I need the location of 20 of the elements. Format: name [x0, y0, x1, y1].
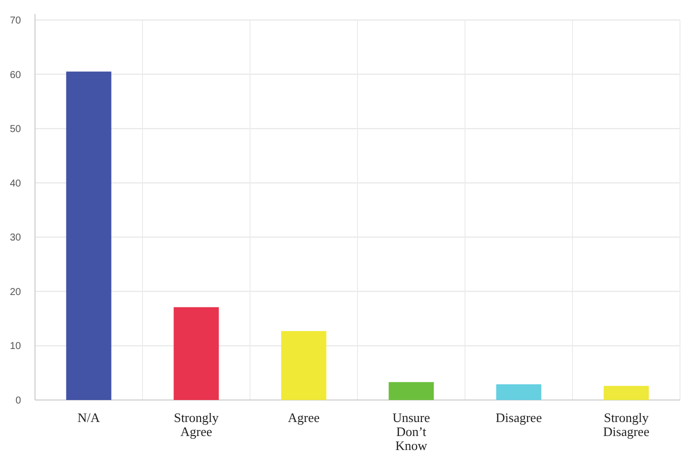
y-tick-label: 0	[15, 396, 22, 406]
y-tick-label: 50	[10, 124, 22, 136]
bar	[281, 331, 326, 400]
y-tick-label: 30	[10, 232, 22, 244]
x-tick-label: Unsure Don’t Know	[392, 410, 430, 453]
bar	[604, 386, 649, 400]
x-tick-label: Strongly Agree	[174, 410, 220, 439]
bar	[66, 72, 112, 400]
y-tick-label: 40	[10, 178, 22, 190]
y-tick-label: 60	[10, 70, 22, 81]
x-tick-label: Agree	[288, 410, 320, 425]
y-tick-label: 20	[10, 286, 22, 298]
x-tick-label: Disagree	[496, 410, 542, 425]
bar	[174, 307, 219, 400]
x-tick-label: N/A	[78, 410, 101, 425]
bar	[496, 384, 542, 400]
y-tick-label: 70	[10, 16, 22, 26]
bar	[388, 382, 434, 400]
y-tick-label: 10	[10, 341, 22, 352]
x-tick-label: Strongly Disagree	[603, 410, 650, 439]
